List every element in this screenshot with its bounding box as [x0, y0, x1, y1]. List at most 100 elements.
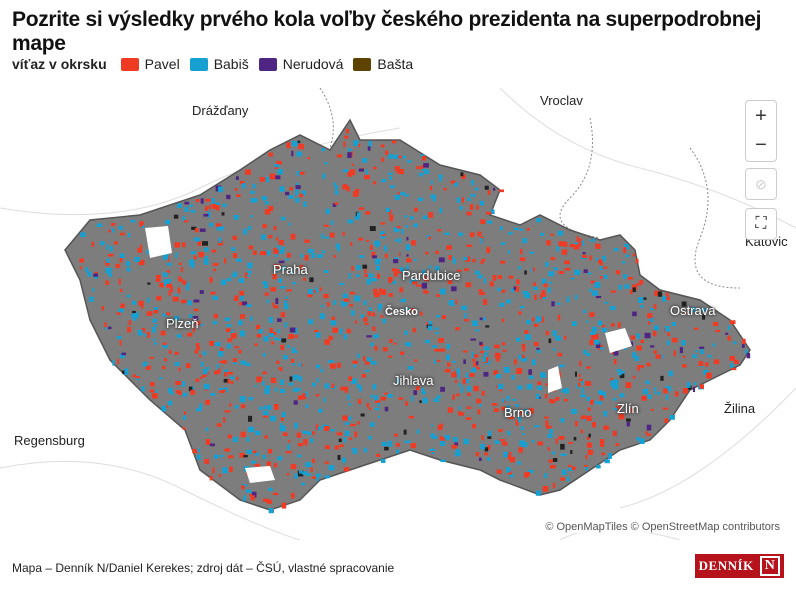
precinct [550, 464, 556, 469]
precinct [364, 174, 371, 180]
precinct [288, 334, 294, 339]
fullscreen-button[interactable]: ⛶ [745, 208, 777, 240]
precinct [540, 232, 544, 236]
map-label-jihlava: Jihlava [393, 373, 434, 388]
precinct [119, 232, 125, 236]
precinct [337, 454, 341, 461]
precinct [213, 454, 219, 459]
precinct [448, 255, 453, 260]
precinct [404, 215, 408, 218]
map-label-zilina: Žilina [724, 401, 756, 416]
precinct [295, 185, 301, 190]
precinct [360, 314, 364, 319]
precinct [507, 471, 512, 475]
precinct [126, 294, 131, 298]
precinct [522, 290, 529, 295]
precinct [626, 421, 630, 427]
zoom-out-button[interactable]: − [755, 134, 767, 156]
precinct [380, 236, 386, 239]
precinct [373, 181, 377, 185]
precinct [323, 397, 326, 403]
precinct [335, 243, 340, 249]
precinct [456, 197, 461, 203]
precinct [287, 344, 290, 349]
precinct [232, 252, 238, 259]
precinct [374, 345, 378, 351]
precinct [729, 355, 736, 361]
precinct [281, 411, 286, 418]
legend-item-pavel: Pavel [144, 56, 180, 72]
precinct [252, 184, 256, 189]
precinct [439, 178, 442, 182]
map[interactable]: Drážďany Vroclav Praha Pardubice Česko P… [0, 87, 796, 541]
precinct [569, 243, 575, 248]
precinct [316, 378, 319, 383]
precinct [502, 342, 506, 346]
precinct [147, 297, 150, 303]
precinct [222, 467, 228, 474]
precinct [374, 395, 378, 402]
precinct [595, 342, 601, 349]
reset-bearing-button[interactable]: ⊘ [745, 168, 777, 200]
precinct [463, 256, 468, 261]
precinct [528, 408, 534, 414]
precinct [456, 448, 460, 455]
precinct [387, 172, 393, 175]
precinct [284, 303, 289, 310]
precinct [517, 266, 522, 270]
precinct [535, 316, 542, 322]
precinct [421, 155, 427, 161]
precinct [370, 278, 377, 282]
precinct [538, 396, 541, 399]
precinct [285, 296, 288, 299]
precinct [363, 300, 367, 306]
precinct [477, 409, 481, 415]
precinct [615, 270, 621, 275]
precinct [467, 197, 471, 201]
precinct [290, 233, 296, 240]
precinct [410, 443, 417, 449]
precinct [524, 270, 527, 275]
precinct [162, 272, 168, 277]
map-attribution[interactable]: © OpenMapTiles © OpenStreetMap contribut… [545, 521, 780, 533]
precinct [384, 253, 388, 259]
precinct [466, 211, 472, 216]
precinct [373, 288, 378, 294]
precinct [665, 292, 669, 298]
precinct [479, 200, 484, 206]
precinct [520, 248, 523, 255]
precinct [294, 473, 298, 479]
precinct [440, 440, 445, 447]
precinct [141, 327, 146, 333]
precinct [548, 338, 552, 344]
legend-item-babis: Babiš [213, 56, 249, 72]
precinct [405, 225, 409, 228]
precinct [264, 201, 269, 205]
precinct [202, 241, 209, 246]
zoom-in-button[interactable]: + [755, 105, 767, 127]
precinct [80, 232, 86, 238]
precinct [467, 385, 472, 392]
precinct [552, 330, 557, 337]
precinct [370, 342, 374, 346]
precinct [210, 291, 216, 295]
precinct [273, 305, 279, 309]
precinct [520, 305, 525, 309]
precinct [421, 168, 427, 171]
map-canvas[interactable] [0, 87, 796, 541]
precinct [682, 388, 688, 394]
precinct [199, 323, 204, 326]
precinct [456, 373, 460, 378]
precinct [712, 343, 716, 347]
precinct [444, 232, 450, 236]
precinct [441, 315, 446, 320]
precinct [417, 197, 424, 202]
map-label-pardubice: Pardubice [402, 268, 461, 283]
precinct [487, 457, 491, 461]
precinct [304, 255, 309, 261]
precinct [502, 349, 507, 352]
precinct [307, 473, 311, 476]
precinct [119, 257, 123, 263]
precinct [104, 322, 107, 329]
precinct [288, 439, 291, 443]
